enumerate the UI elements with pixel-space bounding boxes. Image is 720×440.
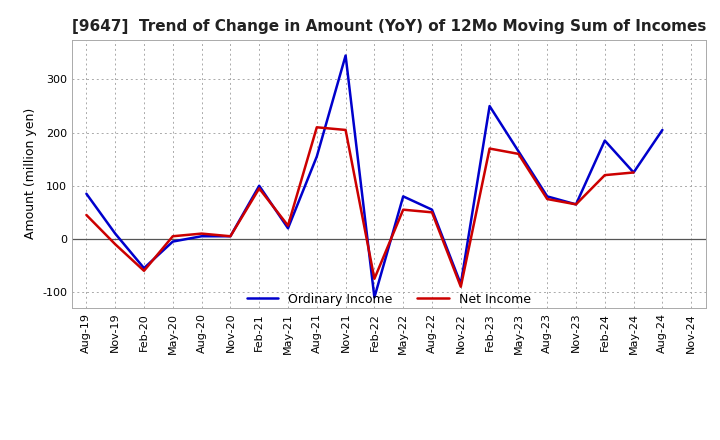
- Ordinary Income: [600, 138, 609, 143]
- Net Income: [543, 196, 552, 202]
- Line: Ordinary Income: Ordinary Income: [86, 55, 662, 297]
- Net Income: [485, 146, 494, 151]
- Net Income: [514, 151, 523, 157]
- Net Income: [629, 170, 638, 175]
- Ordinary Income: [629, 170, 638, 175]
- Ordinary Income: [197, 234, 206, 239]
- Ordinary Income: [543, 194, 552, 199]
- Net Income: [82, 213, 91, 218]
- Legend: Ordinary Income, Net Income: Ordinary Income, Net Income: [242, 288, 536, 311]
- Net Income: [456, 284, 465, 290]
- Title: [9647]  Trend of Change in Amount (YoY) of 12Mo Moving Sum of Incomes: [9647] Trend of Change in Amount (YoY) o…: [71, 19, 706, 34]
- Ordinary Income: [341, 53, 350, 58]
- Ordinary Income: [456, 282, 465, 287]
- Ordinary Income: [399, 194, 408, 199]
- Y-axis label: Amount (million yen): Amount (million yen): [24, 108, 37, 239]
- Net Income: [572, 202, 580, 207]
- Net Income: [600, 172, 609, 178]
- Net Income: [428, 210, 436, 215]
- Ordinary Income: [284, 226, 292, 231]
- Ordinary Income: [312, 154, 321, 159]
- Net Income: [284, 223, 292, 228]
- Ordinary Income: [428, 207, 436, 213]
- Ordinary Income: [370, 295, 379, 300]
- Net Income: [255, 186, 264, 191]
- Ordinary Income: [226, 234, 235, 239]
- Ordinary Income: [82, 191, 91, 196]
- Net Income: [399, 207, 408, 213]
- Net Income: [197, 231, 206, 236]
- Ordinary Income: [572, 202, 580, 207]
- Ordinary Income: [111, 231, 120, 236]
- Net Income: [140, 268, 148, 273]
- Net Income: [226, 234, 235, 239]
- Ordinary Income: [168, 239, 177, 244]
- Ordinary Income: [255, 183, 264, 188]
- Ordinary Income: [514, 149, 523, 154]
- Net Income: [111, 242, 120, 247]
- Net Income: [168, 234, 177, 239]
- Net Income: [341, 127, 350, 132]
- Ordinary Income: [485, 103, 494, 109]
- Net Income: [312, 125, 321, 130]
- Ordinary Income: [658, 127, 667, 132]
- Ordinary Income: [140, 265, 148, 271]
- Net Income: [370, 276, 379, 282]
- Line: Net Income: Net Income: [86, 127, 634, 287]
